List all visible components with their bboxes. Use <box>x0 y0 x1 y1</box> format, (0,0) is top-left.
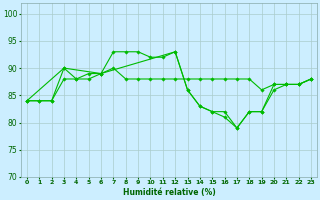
X-axis label: Humidité relative (%): Humidité relative (%) <box>123 188 215 197</box>
